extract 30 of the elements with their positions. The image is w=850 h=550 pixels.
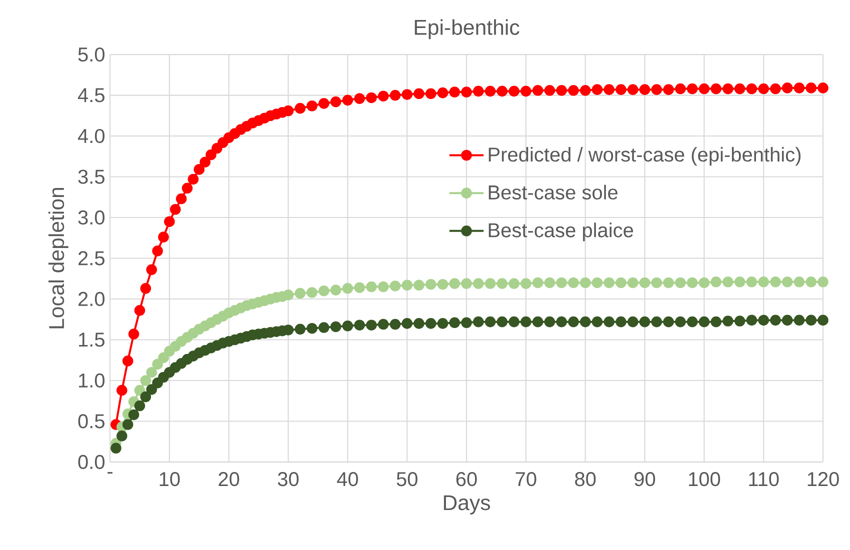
- y-tick-label: 3.5: [78, 170, 104, 184]
- x-tick-label: 50: [396, 472, 418, 486]
- y-tick-label: 1.5: [79, 332, 104, 347]
- y-tick-label: 3.0: [78, 210, 104, 225]
- legend-label: Best-case sole: [488, 184, 618, 200]
- y-tick-label: 0.0: [78, 454, 104, 470]
- x-tick-label: -: [108, 472, 112, 474]
- x-tick-label: 30: [278, 472, 299, 486]
- x-axis-title: Days: [444, 495, 490, 514]
- legend-label: Predicted / worst-case (epi-benthic): [488, 147, 801, 166]
- x-tick-label: 100: [689, 472, 720, 486]
- x-tick-label: 60: [456, 472, 477, 486]
- y-tick-label: 4.0: [78, 128, 104, 144]
- chart-title: Epi-benthic: [414, 19, 520, 40]
- y-tick-label: 4.5: [78, 88, 104, 102]
- x-tick-label: 10: [160, 472, 180, 486]
- x-tick-label: 80: [575, 472, 596, 486]
- y-tick-label: 1.0: [79, 373, 104, 388]
- legend-label: Best-case plaice: [488, 222, 634, 242]
- y-tick-label: 2.0: [78, 292, 104, 306]
- x-tick-label: 20: [218, 472, 240, 486]
- y-tick-label: 5.0: [78, 47, 104, 62]
- x-tick-label: 110: [749, 472, 779, 486]
- x-tick-label: 90: [634, 472, 656, 486]
- x-tick-label: 40: [337, 472, 358, 486]
- y-tick-label: 0.5: [78, 414, 104, 428]
- x-tick-label: 70: [516, 472, 536, 486]
- y-tick-label: 2.5: [78, 251, 104, 266]
- y-axis-title: Local depletion: [48, 188, 68, 328]
- x-tick-label: 120: [808, 472, 839, 486]
